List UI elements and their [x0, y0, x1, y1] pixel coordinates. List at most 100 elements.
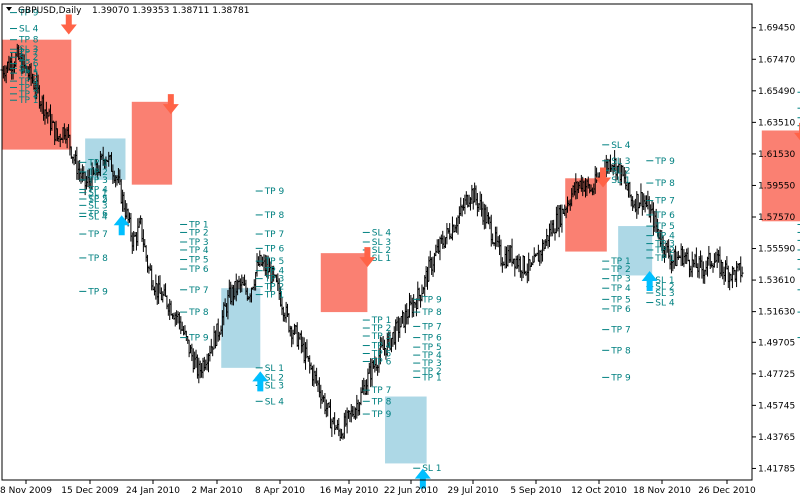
level-label-tp-3: TP 3: [654, 240, 675, 250]
level-label-tp-1: TP 1: [610, 257, 631, 267]
level-label-tp-7: TP 7: [654, 197, 675, 207]
level-label-sl-3: SL 3: [88, 201, 107, 211]
y-tick-label: 1.69450: [758, 24, 795, 34]
level-label-tp-9: TP 9: [654, 157, 675, 167]
level-label-sl-4: SL 4: [19, 25, 39, 35]
level-label-tp-4: TP 4: [264, 267, 285, 277]
y-tick-label: 1.51630: [758, 308, 795, 318]
level-label-tp-3: TP 3: [18, 83, 39, 93]
level-label-sl-1: SL 1: [655, 276, 674, 286]
level-label-tp-8: TP 8: [18, 36, 39, 46]
level-label-tp-7: TP 7: [371, 386, 392, 396]
y-tick-label: 1.45745: [758, 401, 795, 411]
level-label-tp-5: TP 5: [264, 257, 285, 267]
level-label-sl-3: SL 3: [655, 289, 674, 299]
level-label-tp-7: TP 7: [188, 286, 209, 296]
level-label-tp-7: TP 7: [610, 326, 631, 336]
level-label-tp-4: TP 4: [87, 185, 108, 195]
level-label-sl-1: SL 1: [372, 254, 391, 264]
level-label-sl-3: SL 3: [265, 381, 284, 391]
level-label-tp-1: TP 1: [264, 291, 285, 301]
level-label-tp-2: TP 2: [18, 90, 39, 100]
plot-frame: [1, 3, 753, 481]
level-label-tp-1: TP 1: [188, 220, 209, 230]
y-tick-label: 1.55590: [758, 245, 795, 255]
level-label-tp-5: TP 5: [610, 295, 631, 305]
level-label-tp-1: TP 1: [18, 96, 39, 106]
level-label-tp-7: TP 7: [264, 230, 285, 240]
level-label-tp-2: TP 2: [264, 283, 285, 293]
level-label-tp-9: TP 9: [18, 9, 39, 19]
buy-zone-5: [385, 396, 427, 464]
level-label-tp-1: TP 1: [371, 316, 392, 326]
buy-zone-7: [618, 226, 653, 276]
level-label-tp-8: TP 8: [264, 211, 285, 221]
x-tick-label: 16 May 2010: [320, 486, 379, 496]
x-tick-label: 29 Jul 2010: [448, 486, 499, 496]
level-label-tp-5: TP 5: [188, 256, 209, 266]
level-label-tp-3: TP 3: [610, 275, 631, 285]
level-label-tp-9: TP 9: [87, 287, 108, 297]
level-label-tp-9: TP 9: [264, 187, 285, 197]
level-label-sl-2: SL 2: [611, 166, 630, 176]
x-tick-label: 24 Jan 2010: [126, 486, 180, 496]
level-label-tp-4: TP 4: [610, 284, 631, 294]
level-label-tp-6: TP 6: [371, 357, 392, 367]
level-label-sl-4: SL 4: [372, 228, 392, 238]
level-label-tp-8: TP 8: [87, 254, 108, 264]
level-label-tp-8: TP 8: [188, 308, 209, 318]
x-tick-label: 12 Oct 2010: [571, 486, 627, 496]
level-label-tp-5: TP 5: [654, 222, 675, 232]
y-tick-label: 1.43765: [758, 433, 795, 443]
candles: [0, 43, 744, 441]
y-tick-label: 1.53610: [758, 276, 795, 286]
level-label-tp-5: TP 5: [87, 195, 108, 205]
level-label-tp-8: TP 8: [654, 179, 675, 189]
ohlc-values: 1.39070 1.39353 1.38711 1.38781: [92, 6, 249, 16]
level-label-sl-1: SL 1: [88, 189, 107, 199]
level-label-tp-9: TP 9: [188, 334, 209, 344]
buy-arrow-icon-7: [641, 271, 658, 292]
level-label-tp-4: TP 4: [188, 246, 209, 256]
y-tick-label: 1.59550: [758, 181, 795, 191]
x-tick-label: 8 Apr 2010: [255, 486, 305, 496]
x-tick-label: 22 Jun 2010: [384, 486, 438, 496]
level-label-sl-2: SL 2: [265, 373, 284, 383]
level-label-sl-4: SL 4: [88, 213, 108, 223]
tp-sl-levels: TP 9SL 4TP 8SL 3TP 7SL 2TP 6SL 1TP 5TP 4…: [10, 9, 800, 474]
y-tick-label: 1.67470: [758, 55, 795, 65]
x-tick-label: 26 Dec 2010: [698, 486, 756, 496]
buy-arrow-icon-1: [113, 215, 130, 236]
level-label-tp-6: TP 6: [18, 60, 39, 70]
level-label-tp-2: TP 2: [87, 168, 108, 178]
level-label-sl-1: SL 1: [422, 464, 441, 474]
y-tick-label: 1.49705: [758, 338, 795, 348]
sell-arrow-icon-4: [359, 247, 376, 268]
y-tick-label: 1.57570: [758, 213, 795, 223]
axes: 1.69450 1.67470 1.65490 1.63510 1.61530 1.595…: [0, 3, 795, 496]
buy-arrow-icon-3: [252, 371, 269, 392]
level-label-tp-2: TP 2: [188, 228, 209, 238]
y-tick-label: 1.41785: [758, 464, 795, 474]
level-label-tp-3: TP 3: [264, 275, 285, 285]
level-label-tp-6: TP 6: [610, 305, 631, 315]
sell-zone-4: [320, 253, 368, 313]
collapse-triangle-icon[interactable]: [6, 7, 12, 11]
x-tick-label: 15 Dec 2009: [61, 486, 119, 496]
level-label-tp-6: TP 6: [264, 244, 285, 254]
y-tick-label: 1.63510: [758, 118, 795, 128]
level-label-tp-5: TP 5: [18, 69, 39, 79]
level-label-tp-6: TP 6: [188, 265, 209, 275]
level-label-tp-7: TP 7: [87, 230, 108, 240]
signal-arrows: [60, 14, 800, 489]
level-label-tp-4: TP 4: [371, 342, 392, 352]
level-label-tp-3: TP 3: [188, 238, 209, 248]
sell-arrow-icon-8: [794, 122, 800, 141]
level-label-tp-8: TP 8: [371, 397, 392, 407]
level-label-tp-5: TP 5: [421, 343, 442, 353]
signal-zones: [2, 39, 800, 464]
level-label-sl-4: SL 4: [655, 299, 675, 309]
level-label-sl-1: SL 1: [611, 176, 630, 186]
level-label-sl-2: SL 2: [88, 195, 107, 205]
